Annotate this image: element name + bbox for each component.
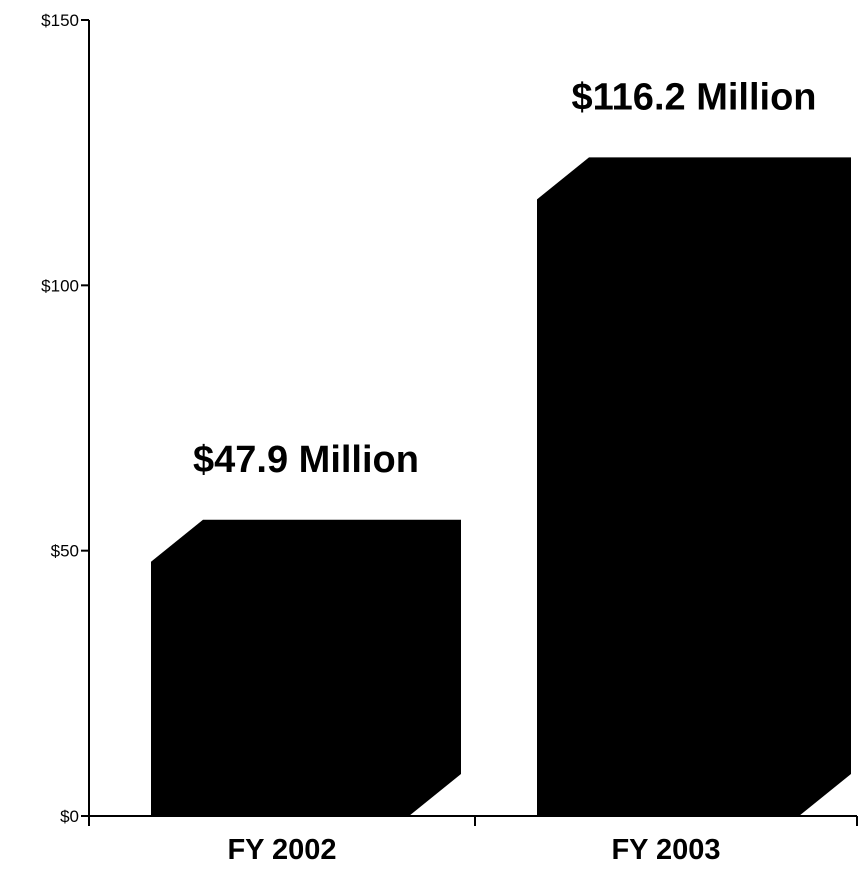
bar-fy-2002 — [151, 519, 461, 816]
y-tick-label: $100 — [41, 276, 79, 295]
x-category-label: FY 2002 — [227, 834, 336, 866]
data-labels: $47.9 Million $116.2 Million — [193, 76, 816, 480]
y-tick-label: $50 — [51, 542, 79, 561]
y-tick-label: $150 — [41, 11, 79, 30]
y-tick-label: $0 — [60, 807, 79, 826]
y-axis: $0 $50 $100 $150 — [41, 11, 90, 826]
bars — [151, 157, 851, 816]
data-label: $116.2 Million — [572, 76, 817, 118]
data-label: $47.9 Million — [193, 439, 419, 481]
x-axis: FY 2002 FY 2003 — [88, 815, 858, 866]
bar-fy-2003 — [537, 157, 851, 816]
x-category-label: FY 2003 — [611, 834, 720, 866]
